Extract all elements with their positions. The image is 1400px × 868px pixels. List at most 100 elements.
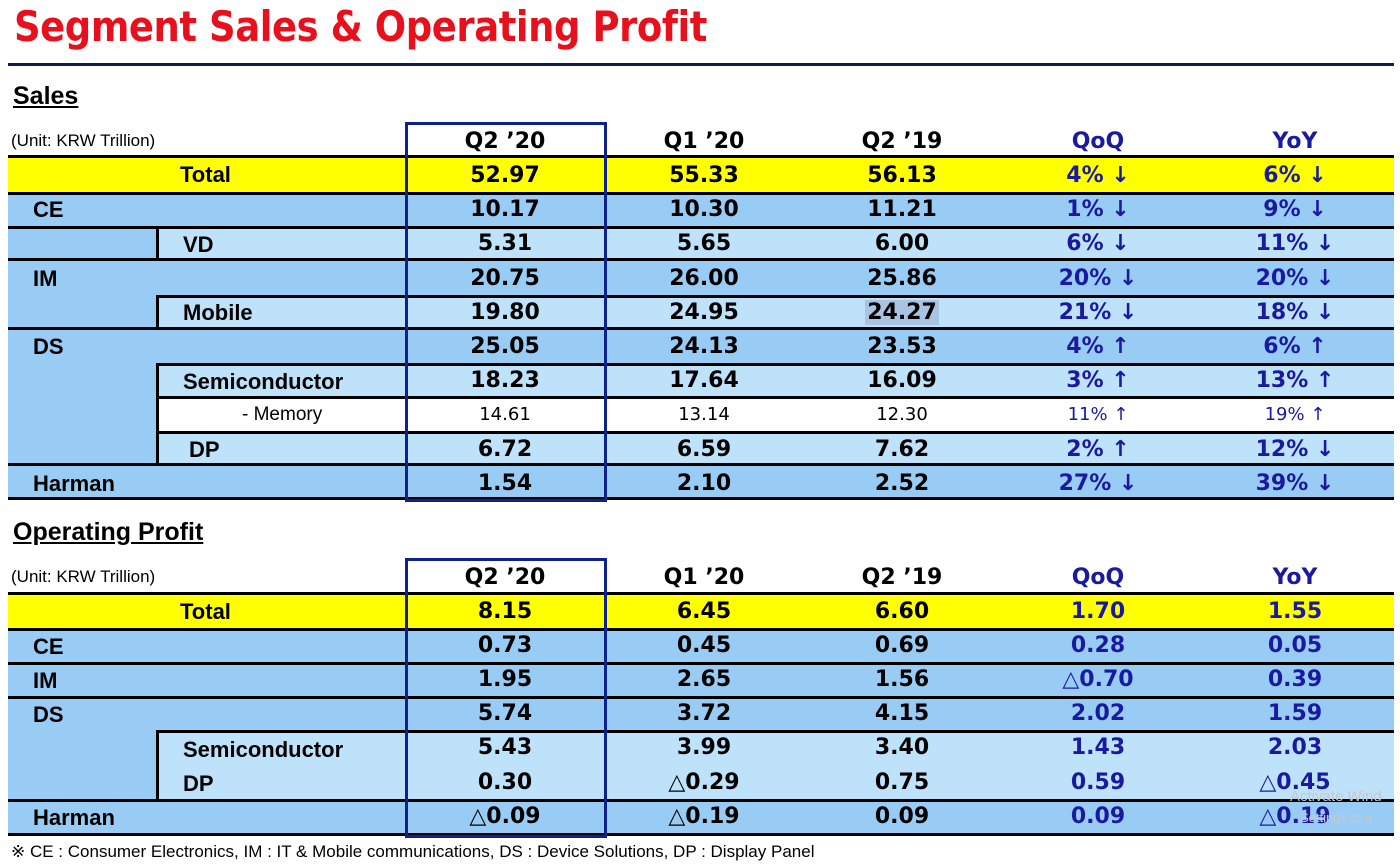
sales-rule [8, 327, 1394, 330]
sales-cell-ds-q1-20: 24.13 [604, 330, 804, 364]
cell-value: 0.30 [477, 770, 533, 795]
cell-value: 56.13 [867, 163, 937, 188]
sales-cell-im-qoq: 20% ↓ [998, 262, 1198, 296]
sales-cell-harman-q2-19: 2.52 [802, 467, 1002, 501]
sales-cell-ce-q1-20: 10.30 [604, 193, 804, 227]
sales-rule [158, 226, 1394, 229]
op-section-title: Operating Profit [13, 518, 204, 546]
cell-value: △0.19 [1259, 804, 1331, 829]
op-cell-harman-q2-20: △0.09 [405, 800, 605, 834]
sales-rule [158, 295, 1394, 298]
op-cell-im-qoq: △0.70 [998, 663, 1198, 697]
cell-value: △0.19 [668, 804, 740, 829]
op-header-rule [8, 592, 1394, 595]
cell-value: 0.75 [874, 770, 930, 795]
cell-value: 11% ↓ [1255, 231, 1335, 256]
sales-section-title: Sales [13, 82, 79, 110]
op-header-qoq: QoQ [1071, 565, 1125, 590]
cell-value: 0.05 [1267, 633, 1323, 658]
sales-cell-mobile-yoy: 18% ↓ [1195, 296, 1395, 330]
op-cell-ds-yoy: 1.59 [1195, 697, 1395, 731]
op-cell-semiconductor-q2-19: 3.40 [802, 731, 1002, 765]
cell-value: 39% ↓ [1255, 471, 1335, 496]
op-cell-im-q1-20: 2.65 [604, 663, 804, 697]
cell-value: 1.55 [1267, 599, 1323, 624]
sales-cell-vd-q2-20: 5.31 [405, 227, 605, 261]
cell-value: 0.59 [1070, 770, 1126, 795]
cell-value: 24.13 [669, 334, 739, 359]
cell-value: 19% ↑ [1264, 404, 1326, 425]
cell-value: △0.29 [668, 770, 740, 795]
sales-cell-dp-yoy: 12% ↓ [1195, 433, 1395, 467]
op-cell-ce-qoq: 0.28 [998, 629, 1198, 663]
sales-label-ds: DS [33, 334, 64, 359]
cell-value: 0.45 [676, 633, 732, 658]
cell-value: 4% ↓ [1066, 163, 1130, 188]
sales-rule [8, 497, 1394, 500]
cell-value: 11% ↑ [1067, 404, 1129, 425]
sales-cell-memory-q1-20: 13.14 [604, 398, 804, 432]
cell-value: △0.45 [1259, 770, 1331, 795]
op-cell-total-yoy: 1.55 [1195, 595, 1395, 629]
sales-header-qoq: QoQ [1071, 129, 1125, 154]
sales-rule [158, 396, 1394, 399]
cell-value: 12% ↓ [1255, 437, 1335, 462]
sales-cell-im-yoy: 20% ↓ [1195, 262, 1395, 296]
cell-value: 8.15 [477, 599, 533, 624]
sales-cell-im-q1-20: 26.00 [604, 262, 804, 296]
op-cell-ds-q1-20: 3.72 [604, 697, 804, 731]
cell-value: 6% ↑ [1263, 334, 1327, 359]
op-cell-dp-qoq: 0.59 [998, 766, 1198, 800]
sales-rule [8, 463, 1394, 466]
op-cell-harman-q1-20: △0.19 [604, 800, 804, 834]
op-rule [8, 628, 1394, 631]
cell-value: 17.64 [669, 368, 739, 393]
sales-cell-total-q2-20: 52.97 [405, 159, 605, 193]
cell-value: 3% ↑ [1066, 368, 1130, 393]
sales-cell-mobile-qoq: 21% ↓ [998, 296, 1198, 330]
cell-value: 0.09 [874, 804, 930, 829]
cell-value: 0.73 [477, 633, 533, 658]
cell-value: 10.17 [470, 197, 540, 222]
cell-value: 2.52 [874, 471, 930, 496]
cell-value: 5.43 [477, 735, 533, 760]
sales-cell-vd-qoq: 6% ↓ [998, 227, 1198, 261]
op-rule [8, 799, 1394, 802]
op-label-semiconductor: Semiconductor [183, 737, 344, 762]
op-current-quarter-highlight [405, 558, 607, 838]
sales-cell-semiconductor-qoq: 3% ↑ [998, 364, 1198, 398]
op-cell-semiconductor-qoq: 1.43 [998, 731, 1198, 765]
sales-cell-total-qoq: 4% ↓ [998, 159, 1198, 193]
sales-cell-vd-yoy: 11% ↓ [1195, 227, 1395, 261]
sales-cell-im-q2-20: 20.75 [405, 262, 605, 296]
sales-row-semiconductor-bg [158, 366, 1394, 396]
cell-value: 23.53 [867, 334, 937, 359]
op-rule [8, 696, 1394, 699]
cell-value: 26.00 [669, 266, 739, 291]
cell-value: 25.05 [470, 334, 540, 359]
sales-label-vd: VD [183, 232, 214, 257]
op-cell-dp-q2-20: 0.30 [405, 766, 605, 800]
sales-indent-divider [156, 363, 159, 466]
cell-value: △0.09 [469, 804, 541, 829]
cell-value: 2% ↑ [1066, 437, 1130, 462]
sales-label-ce: CE [33, 197, 64, 222]
cell-value: 6.00 [874, 231, 930, 256]
sales-cell-dp-qoq: 2% ↑ [998, 433, 1198, 467]
sales-row-memory-bg [158, 399, 1394, 431]
sales-cell-ds-yoy: 6% ↑ [1195, 330, 1395, 364]
sales-label-memory: - Memory [242, 404, 323, 425]
sales-cell-harman-q2-20: 1.54 [405, 467, 605, 501]
sales-cell-semiconductor-q2-20: 18.23 [405, 364, 605, 398]
cell-value: 24.27 [865, 300, 939, 325]
title-divider [8, 63, 1394, 66]
cell-value: 5.65 [676, 231, 732, 256]
op-cell-ds-q2-19: 4.15 [802, 697, 1002, 731]
cell-value: 1.95 [477, 667, 533, 692]
op-label-ce: CE [33, 634, 64, 659]
cell-value: 0.09 [1070, 804, 1126, 829]
cell-value: 6.59 [676, 437, 732, 462]
op-cell-ce-q2-19: 0.69 [802, 629, 1002, 663]
cell-value: 4% ↑ [1066, 334, 1130, 359]
cell-value: 11.21 [867, 197, 937, 222]
